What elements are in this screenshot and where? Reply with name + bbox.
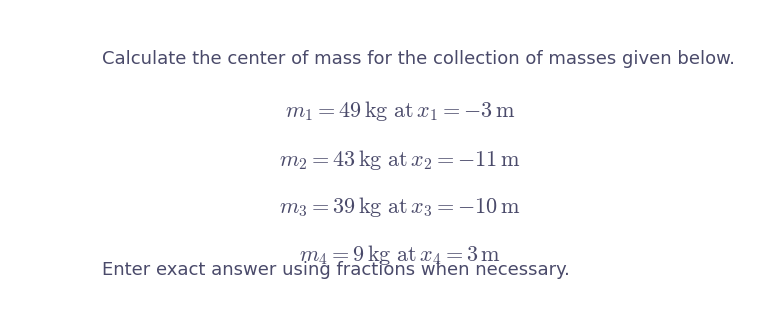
Text: Calculate the center of mass for the collection of masses given below.: Calculate the center of mass for the col… <box>102 50 736 68</box>
Text: $m_1 = 49\,\mathrm{kg\ at}\,x_1 = {-3}\,\mathrm{m}$: $m_1 = 49\,\mathrm{kg\ at}\,x_1 = {-3}\,… <box>285 99 515 123</box>
Text: Enter exact answer using fractions when necessary.: Enter exact answer using fractions when … <box>102 261 570 279</box>
Text: $m_3 = 39\,\mathrm{kg\ at}\,x_3 = {-10}\,\mathrm{m}$: $m_3 = 39\,\mathrm{kg\ at}\,x_3 = {-10}\… <box>279 195 520 219</box>
Text: $m_2 = 43\,\mathrm{kg\ at}\,x_2 = {-11}\,\mathrm{m}$: $m_2 = 43\,\mathrm{kg\ at}\,x_2 = {-11}\… <box>279 148 520 172</box>
Text: $m_4 = 9\,\mathrm{kg\ at}\,x_4 = 3\,\mathrm{m}$: $m_4 = 9\,\mathrm{kg\ at}\,x_4 = 3\,\mat… <box>299 243 501 267</box>
